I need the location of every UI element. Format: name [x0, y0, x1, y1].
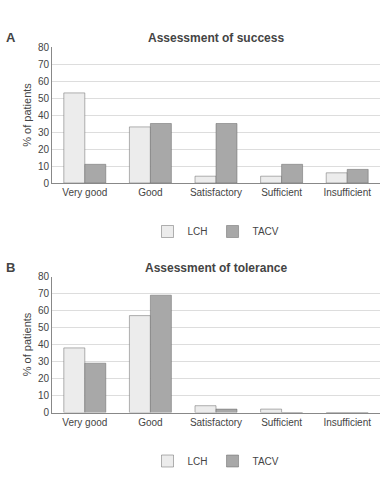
svg-text:TACV: TACV	[253, 456, 279, 467]
svg-text:Very good: Very good	[62, 187, 107, 198]
svg-text:% of patients: % of patients	[21, 312, 33, 376]
svg-text:40: 40	[38, 110, 50, 121]
svg-text:0: 0	[43, 407, 49, 418]
svg-text:B: B	[6, 260, 15, 275]
svg-text:Very good: Very good	[62, 417, 107, 428]
svg-text:Satisfactory: Satisfactory	[190, 187, 242, 198]
svg-text:60: 60	[38, 76, 50, 87]
svg-text:LCH: LCH	[188, 456, 208, 467]
svg-text:20: 20	[38, 144, 50, 155]
svg-text:Assessment of tolerance: Assessment of tolerance	[145, 261, 287, 275]
svg-text:60: 60	[38, 305, 50, 316]
svg-text:80: 80	[38, 42, 50, 53]
svg-text:Insufficient: Insufficient	[323, 417, 371, 428]
svg-text:% of patients: % of patients	[21, 83, 33, 147]
svg-text:30: 30	[38, 356, 50, 367]
svg-text:50: 50	[38, 93, 50, 104]
svg-text:TACV: TACV	[253, 226, 279, 237]
svg-text:Insufficient: Insufficient	[323, 187, 371, 198]
svg-text:Sufficient: Sufficient	[261, 187, 302, 198]
svg-text:40: 40	[38, 339, 50, 350]
svg-text:10: 10	[38, 390, 50, 401]
svg-text:0: 0	[43, 178, 49, 189]
svg-text:Sufficient: Sufficient	[261, 417, 302, 428]
svg-text:Satisfactory: Satisfactory	[190, 417, 242, 428]
svg-text:70: 70	[38, 288, 50, 299]
svg-text:10: 10	[38, 161, 50, 172]
svg-text:Assessment of success: Assessment of success	[148, 31, 284, 45]
svg-text:80: 80	[38, 271, 50, 282]
svg-text:20: 20	[38, 373, 50, 384]
svg-text:50: 50	[38, 322, 50, 333]
svg-text:70: 70	[38, 59, 50, 70]
svg-text:30: 30	[38, 127, 50, 138]
svg-text:LCH: LCH	[188, 226, 208, 237]
svg-text:Good: Good	[138, 187, 162, 198]
svg-text:Good: Good	[138, 417, 162, 428]
svg-text:A: A	[6, 30, 16, 45]
